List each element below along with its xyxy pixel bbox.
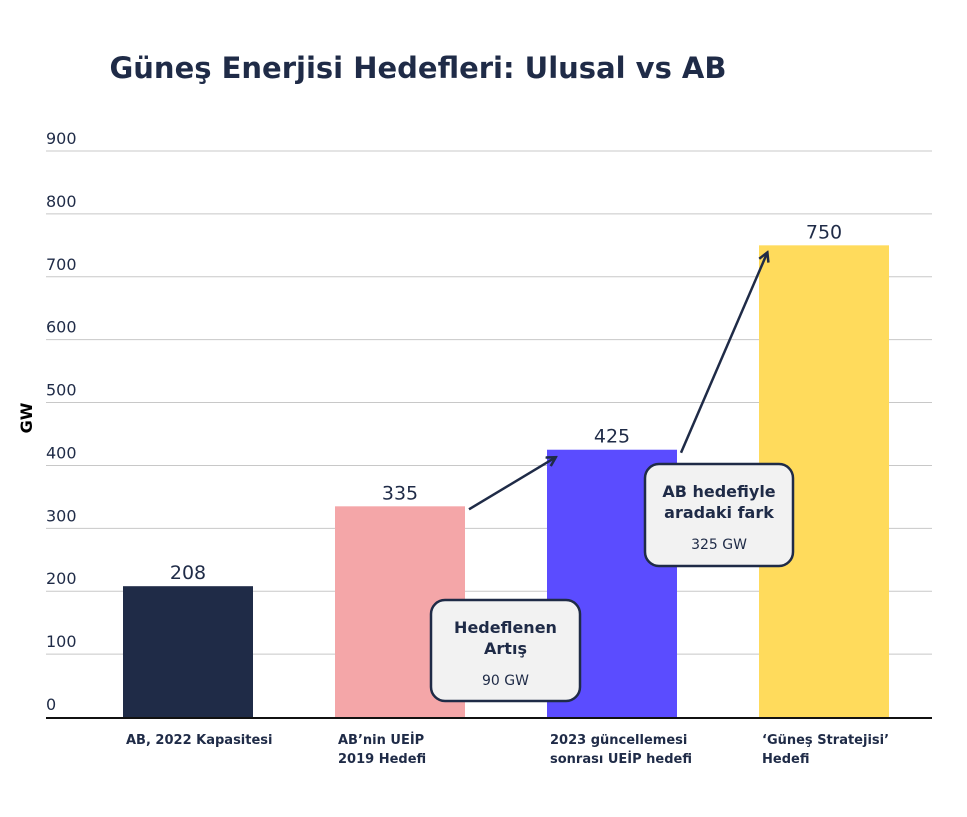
annotation-title-line: Artış xyxy=(484,639,527,658)
y-tick-label: 800 xyxy=(46,192,77,211)
annotation-title-line: AB hedefiyle xyxy=(662,482,775,501)
y-tick-label: 200 xyxy=(46,569,77,588)
annotation-title: AB hedefiyle aradaki fark xyxy=(662,482,775,522)
annotation-box xyxy=(643,462,795,568)
category-label: AB, 2022 Kapasitesi xyxy=(126,733,273,748)
y-tick-label: 400 xyxy=(46,443,77,462)
y-tick-label: 300 xyxy=(46,506,77,525)
y-tick-label: 900 xyxy=(46,129,77,148)
category-labels: AB, 2022 Kapasitesi AB’nin UEİP 2019 Hedef… xyxy=(126,732,889,767)
annotation-value: 325 GW xyxy=(691,537,747,553)
category-label-line: AB, 2022 Kapasitesi xyxy=(126,733,273,748)
annotation-value: 90 GW xyxy=(482,673,529,689)
chart-title: Güneş Enerjisi Hedefleri: Ulusal vs AB xyxy=(109,51,726,85)
bar xyxy=(123,586,253,717)
annotation-title: Hedeflenen Artış xyxy=(454,618,557,658)
value-label: 425 xyxy=(594,426,630,448)
y-axis-label: GW xyxy=(17,402,36,433)
y-tick-label: 600 xyxy=(46,318,77,337)
value-label: 750 xyxy=(806,221,842,243)
annotation-arrow xyxy=(468,458,555,511)
y-tick-labels: 0 100 200 300 400 500 600 700 800 900 xyxy=(46,129,77,714)
category-label-line: 2023 güncellemesi xyxy=(550,733,687,748)
category-label-line: ‘Güneş Stratejisi’ xyxy=(762,733,889,748)
annotation-title-line: Hedeflenen xyxy=(454,618,557,637)
value-labels: 208 335 425 750 xyxy=(170,221,842,584)
category-label: ‘Güneş Stratejisi’ Hedefi xyxy=(762,733,889,767)
category-label-line: AB’nin UEİP xyxy=(338,732,424,748)
y-tick-label: 500 xyxy=(46,381,77,400)
category-label-line: 2019 Hedefi xyxy=(338,752,426,767)
y-tick-label: 0 xyxy=(46,695,56,714)
annotation-title-line: aradaki fark xyxy=(664,503,774,522)
annotation-box xyxy=(429,598,582,703)
category-label: 2023 güncellemesi sonrası UEİP hedefi xyxy=(550,733,692,767)
annotations: Hedeflenen Artış 90 GW AB hedefiyle aradaki … xyxy=(429,253,795,703)
category-label-line: sonrası UEİP hedefi xyxy=(550,751,692,767)
category-label: AB’nin UEİP 2019 Hedefi xyxy=(338,732,426,767)
value-label: 335 xyxy=(382,482,418,504)
bars xyxy=(123,245,889,718)
y-tick-label: 700 xyxy=(46,255,77,274)
value-label: 208 xyxy=(170,562,206,584)
y-tick-label: 100 xyxy=(46,632,77,651)
annotation-arrow xyxy=(679,253,767,454)
category-label-line: Hedefi xyxy=(762,752,809,767)
